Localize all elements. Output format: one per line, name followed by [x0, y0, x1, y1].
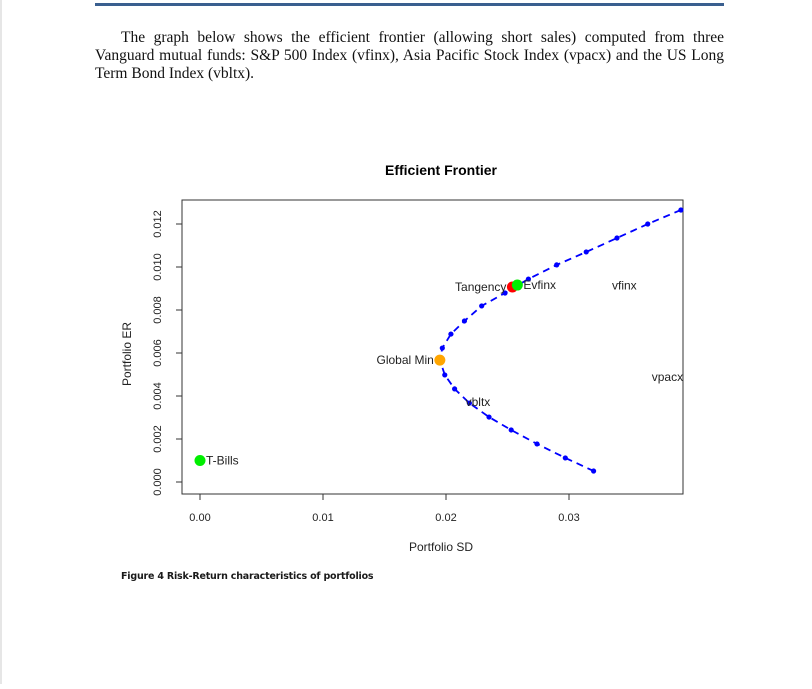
frontier-point: [486, 414, 492, 420]
y-tick-label: 0.000: [152, 468, 164, 496]
plot-area: [181, 199, 684, 495]
frontier-point: [452, 386, 458, 392]
frontier-point: [645, 221, 651, 227]
evfinx-label: Evfinx: [523, 278, 556, 292]
frontier-point: [461, 318, 468, 324]
frontier-point: [534, 441, 540, 447]
y-tick-label: 0.006: [152, 339, 164, 367]
header-rule: [95, 3, 724, 6]
frontier-point: [562, 455, 568, 461]
global-min-label: Global Min: [376, 353, 433, 367]
figure-caption: Figure 4 Risk-Return characteristics of …: [121, 571, 374, 582]
frontier-point: [508, 427, 514, 433]
frontier-point: [466, 400, 472, 406]
frontier-point: [591, 468, 597, 474]
frontier-series: [437, 207, 684, 474]
global-min-point: [434, 354, 446, 366]
y-tick-label: 0.002: [152, 425, 164, 453]
t-bills-label: T-Bills: [206, 454, 239, 468]
frontier-point: [614, 235, 620, 241]
x-axis: 0.00 0.01 0.02 0.03: [189, 493, 580, 524]
t-bills-point: [194, 455, 206, 466]
intro-paragraph: The graph below shows the efficient fron…: [95, 29, 724, 82]
x-tick-label: 0.01: [312, 512, 333, 524]
frontier-point: [525, 276, 532, 282]
y-tick-label: 0.004: [152, 382, 164, 410]
y-axis: 0.000 0.002 0.004 0.006 0.008 0.010 0.012: [152, 210, 183, 496]
frontier-point: [439, 345, 445, 351]
y-tick-label: 0.010: [152, 253, 164, 281]
x-tick-label: 0.00: [189, 512, 210, 524]
frontier-point: [554, 262, 560, 268]
page-edge: [0, 0, 2, 684]
vpacx-label: vpacx: [652, 370, 683, 384]
evfinx-point: [511, 279, 523, 291]
y-tick-label: 0.012: [152, 210, 164, 238]
frontier-point: [502, 290, 508, 296]
chart-title: Efficient Frontier: [385, 162, 498, 178]
asset-labels: vfinx vpacx vbltx: [466, 278, 683, 409]
vfinx-label: vfinx: [612, 278, 637, 292]
frontier-point: [583, 249, 589, 255]
frontier-point: [678, 207, 684, 213]
tangency-label: Tangency: [455, 280, 506, 294]
frontier-point: [448, 331, 454, 337]
vbltx-label: vbltx: [466, 395, 491, 409]
y-axis-label: Portfolio ER: [120, 322, 134, 386]
y-tick-label: 0.008: [152, 296, 164, 324]
highlighted-points: T-Bills Global Min Tangency Evfinx: [194, 278, 556, 468]
frontier-point: [479, 303, 485, 309]
x-tick-label: 0.02: [435, 512, 456, 524]
x-tick-label: 0.03: [558, 512, 579, 524]
frontier-point: [442, 372, 448, 378]
x-axis-label: Portfolio SD: [409, 540, 473, 554]
